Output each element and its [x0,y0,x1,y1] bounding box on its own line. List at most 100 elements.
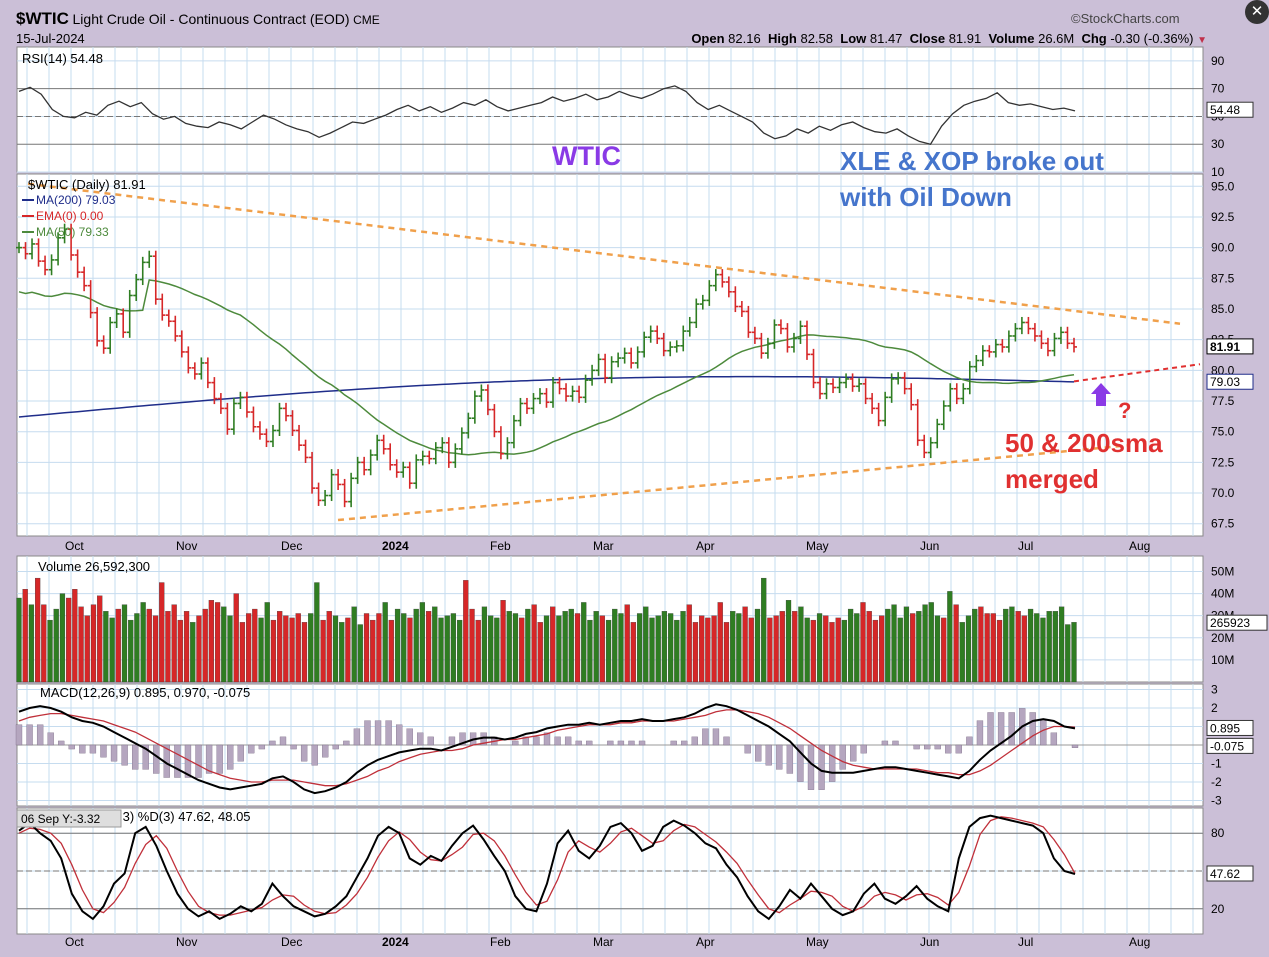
price-bar [48,254,55,276]
price-bar [849,373,856,392]
volume-bar [438,617,444,683]
price-bar [595,353,602,376]
volume-bar [947,591,953,683]
volume-bar [723,622,730,683]
macd-histogram-bar [396,724,403,746]
price-bar [563,383,570,402]
volume-bar [357,624,363,683]
volume-bar [1065,624,1071,683]
stoch-k-line [18,814,1076,921]
macd-histogram-bar [132,744,139,770]
question-mark: ? [1118,398,1131,423]
volume-bar [47,619,53,683]
macd-histogram-bar [26,724,33,746]
macd-histogram-bar [332,744,339,750]
volume-bar [959,622,965,683]
x-axis-label-bottom: 2024 [382,935,409,949]
price-bar [302,439,309,463]
macd-histogram-bar [744,744,751,754]
price-bar [817,377,824,400]
volume-bar [1021,615,1027,683]
volume-bar [146,608,152,683]
price-bar [1038,330,1045,349]
volume-bar [407,617,413,683]
price-bar [256,421,263,440]
volume-bar [202,608,208,683]
x-axis-label: Mar [593,539,614,553]
close-icon[interactable]: ✕ [1245,0,1269,24]
x-axis-label: Jun [920,539,939,553]
price-bar [732,286,739,313]
volume-bar [1027,608,1034,683]
volume-bar [59,593,66,683]
volume-bar [574,613,581,683]
price-bar [823,378,830,400]
macd-histogram-bar [765,744,772,766]
volume-bar [432,606,438,683]
exchange: CME [353,13,380,27]
price-bar [237,391,244,409]
macd-histogram-bar [459,732,466,746]
close-value-box [1206,338,1254,355]
volume-value-box [1206,614,1268,631]
price-bar [1044,337,1051,357]
rsi-line [18,85,1076,145]
tooltip-box [16,809,122,828]
macd-histogram-bar [417,732,424,746]
volume-bar [171,604,177,683]
price-bar [400,461,407,478]
legend-label: MA(50) 79.33 [36,225,109,239]
chart-header: $WTIC Light Crude Oil - Continuous Contr… [16,9,380,29]
volume-bar [103,611,109,683]
volume-bar [320,619,326,683]
macd-histogram-bar [723,736,730,746]
macd-histogram-bar [174,744,181,778]
price-y-tick: 87.5 [1211,271,1235,285]
volume-bar [587,619,593,683]
price-bar [641,331,648,358]
price-bar [589,364,596,386]
wtic-annotation: WTIC [552,141,621,171]
macd-line [18,703,1076,795]
volume-bar [500,600,506,683]
high-label: High [767,31,797,46]
volume-bar [121,604,128,683]
volume-bar [90,604,97,683]
volume-bar [711,615,717,683]
macd-histogram-bar [712,728,720,746]
volume-value: 26.6M [1038,31,1075,46]
volume-bar [593,611,599,683]
volume-bar [363,613,370,683]
price-bar [706,280,713,306]
volume-bar [568,608,574,683]
volume-bar [885,608,891,683]
price-bar [426,450,433,465]
volume-bar [456,619,463,683]
price-bar [1025,316,1032,335]
price-bar [68,223,75,261]
y-tick-label: -1 [1211,756,1222,770]
volume-bar [804,617,810,683]
y-tick-label: 80 [1211,826,1225,840]
volume-bar [630,622,637,683]
macd-histogram-bar [934,744,941,750]
price-bar [61,223,68,244]
price-y-tick: 75.0 [1211,425,1235,439]
y-tick-label: -3 [1211,793,1222,807]
price-bar [504,437,511,460]
volume-bar [183,611,190,683]
price-bar [543,388,550,408]
volume-bar [450,613,457,683]
volume-bar [699,615,705,683]
price-bar [1031,323,1038,342]
volume-bar [829,622,835,683]
price-bar [309,451,316,494]
x-axis-label-bottom: Jul [1018,935,1033,949]
volume-value-label: 265923 [1210,616,1250,630]
price-bar [497,426,504,460]
price-bar [1051,332,1058,357]
price-bar [322,489,329,506]
x-axis-label: Nov [176,539,197,553]
volume-bar [965,615,972,683]
volume-bar [28,604,35,683]
